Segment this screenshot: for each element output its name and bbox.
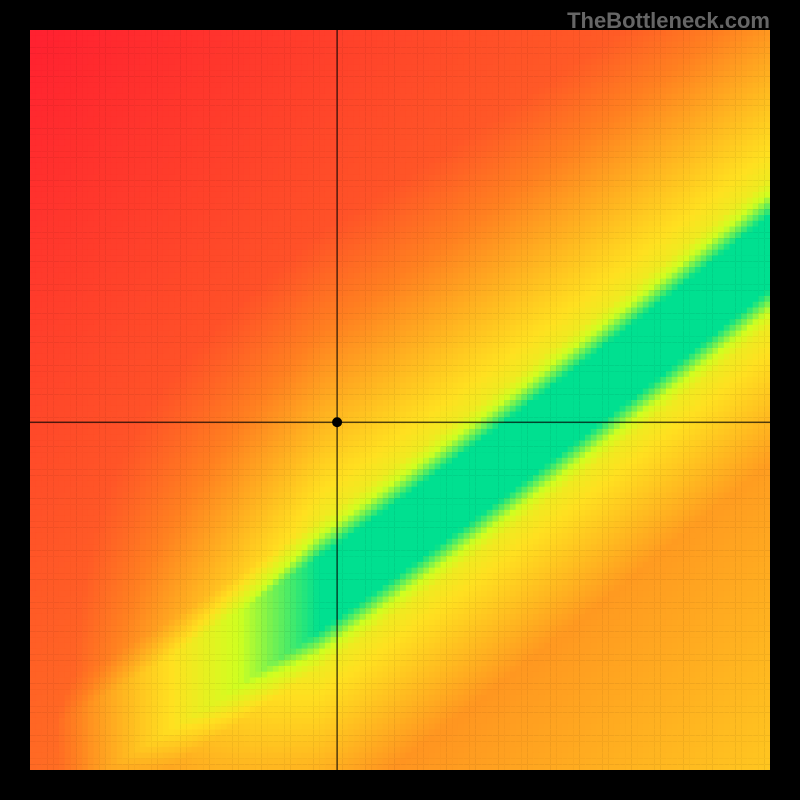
chart-container: TheBottleneck.com xyxy=(0,0,800,800)
heatmap-plot xyxy=(30,30,770,770)
watermark-text: TheBottleneck.com xyxy=(567,8,770,34)
heatmap-canvas xyxy=(30,30,770,770)
